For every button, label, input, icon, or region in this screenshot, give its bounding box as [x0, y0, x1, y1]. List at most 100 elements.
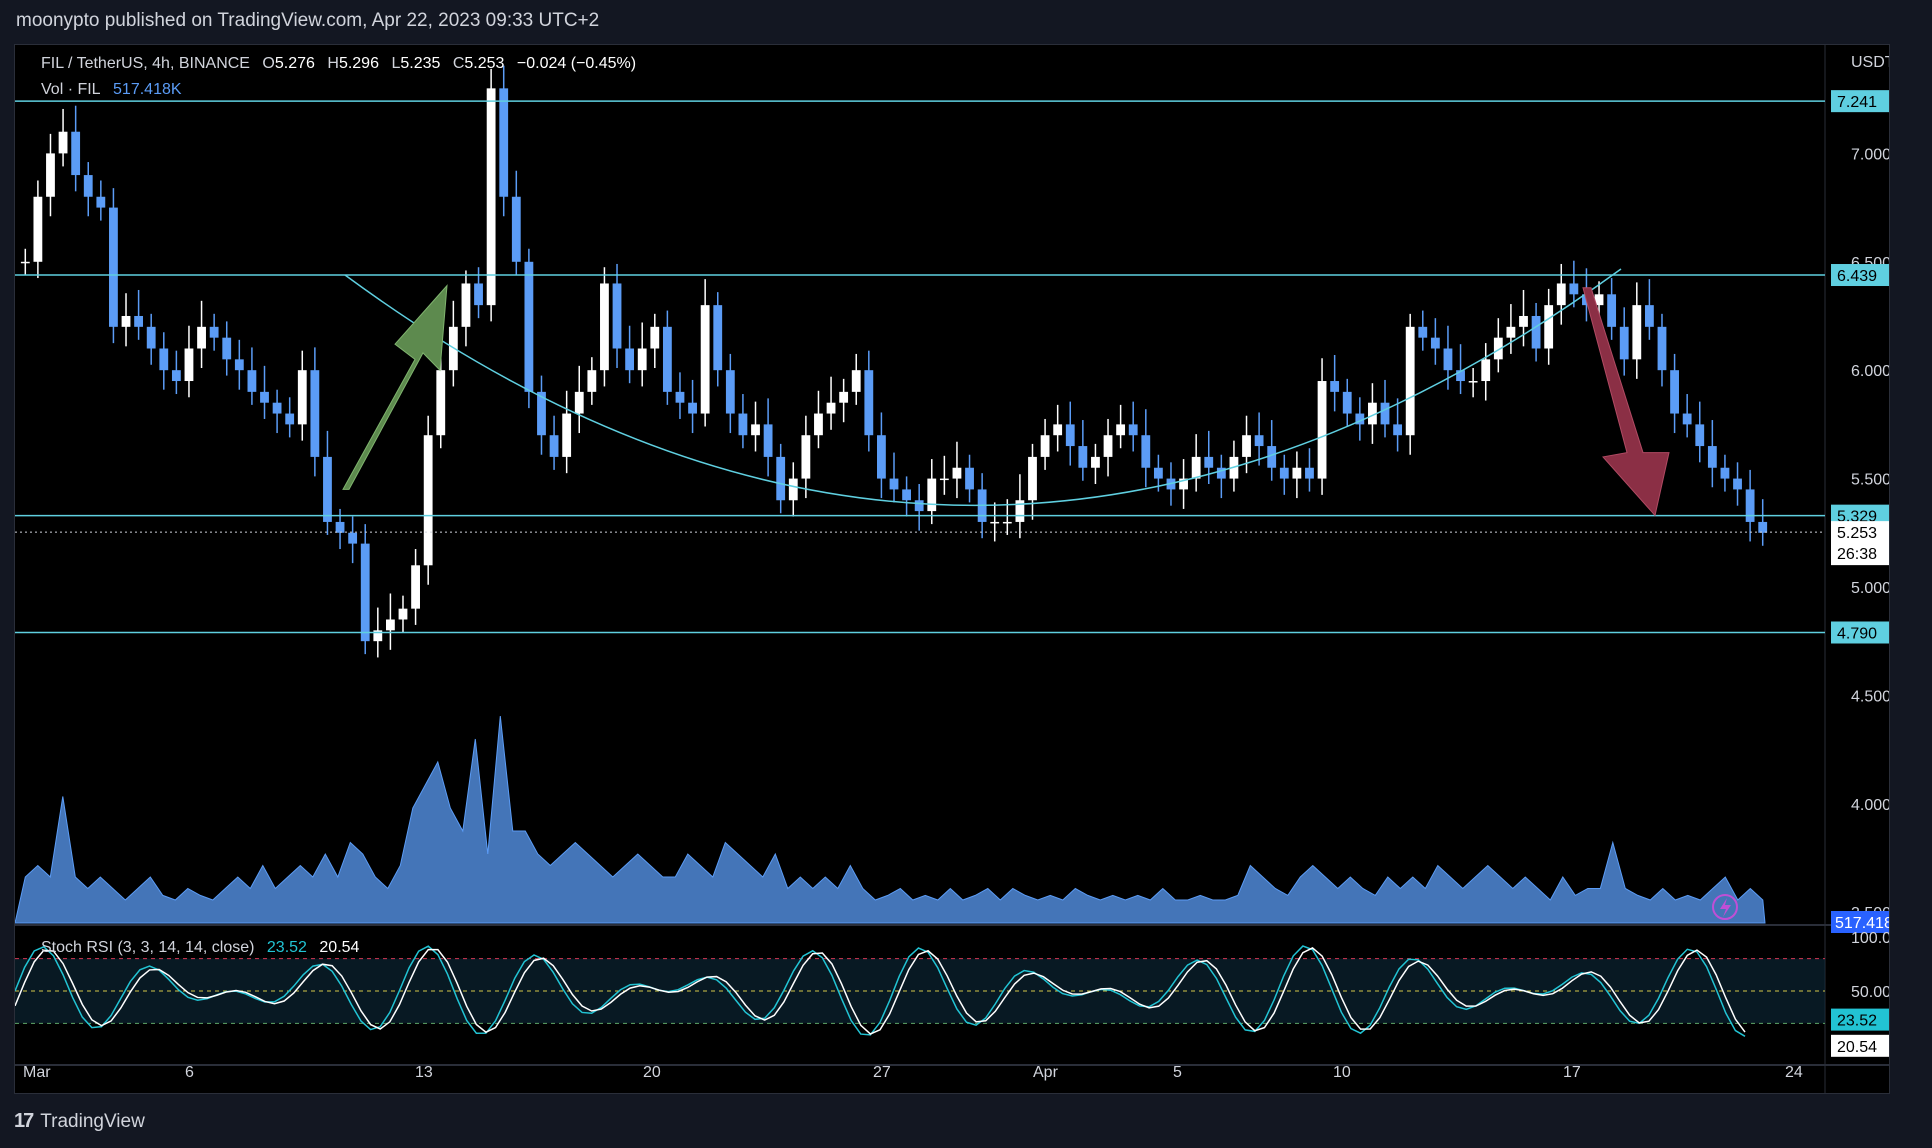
- candle-body: [71, 131, 81, 176]
- chart-canvas[interactable]: USDT7.0006.5006.0005.5005.0004.5004.0003…: [15, 45, 1889, 1093]
- candle-body: [612, 283, 622, 349]
- candle-body: [713, 305, 723, 371]
- tradingview-logo-icon: 17: [14, 1110, 34, 1132]
- candle-body: [1078, 446, 1088, 468]
- date-tick-label: 27: [873, 1064, 891, 1081]
- candle-body: [159, 348, 169, 371]
- candle-body: [877, 435, 886, 479]
- candle-body: [1053, 424, 1063, 436]
- volume-tag-label: 517.418K: [1835, 915, 1889, 932]
- candle-body: [587, 370, 597, 392]
- candle-body: [222, 337, 232, 360]
- stoch-label[interactable]: Stoch RSI (3, 3, 14, 14, close): [41, 939, 255, 956]
- candle-body: [411, 565, 420, 609]
- candle-body: [33, 196, 43, 262]
- candle-body: [1456, 370, 1465, 382]
- green-up-arrow-icon[interactable]: [342, 284, 448, 490]
- candle-body: [1292, 467, 1302, 479]
- change-value: −0.024 (−0.45%): [516, 55, 637, 72]
- candle-body: [1153, 467, 1163, 479]
- date-tick-label: 20: [643, 1064, 661, 1081]
- alert-lightning-icon[interactable]: [1712, 894, 1738, 920]
- level-tag-label: 7.241: [1837, 94, 1877, 111]
- candle-body: [1758, 521, 1768, 533]
- candle-body: [1002, 521, 1012, 524]
- candle-body: [1443, 348, 1453, 371]
- candle-body: [96, 196, 106, 208]
- candle-body: [814, 413, 823, 436]
- candle-body: [1657, 326, 1667, 371]
- candle-body: [1670, 370, 1679, 414]
- candle-body: [1317, 381, 1327, 479]
- candle-body: [234, 359, 244, 371]
- candle-body: [146, 326, 156, 349]
- current-price-tag: [1831, 521, 1889, 566]
- level-tag: [1831, 90, 1889, 113]
- high-value: 5.296: [338, 55, 379, 72]
- candle-body: [109, 207, 118, 327]
- candle-body: [461, 283, 471, 327]
- candle-body: [1405, 326, 1415, 436]
- candle-body: [1191, 456, 1201, 479]
- candle-body: [889, 478, 899, 490]
- date-tick-label: 10: [1333, 1064, 1351, 1081]
- candle-body: [1481, 359, 1491, 382]
- candle-body: [939, 478, 949, 481]
- candle-body: [914, 500, 924, 512]
- footer-brand[interactable]: 17 TradingView: [14, 1110, 145, 1133]
- candle-body: [1204, 456, 1214, 468]
- candle-body: [1355, 413, 1365, 425]
- candle-body: [1506, 326, 1516, 338]
- candle-body: [662, 326, 672, 392]
- volume-label[interactable]: Vol · FIL: [41, 81, 101, 98]
- price-axis-unit: USDT: [1851, 54, 1889, 71]
- candle-body: [826, 402, 836, 414]
- stoch-d-line: [15, 947, 1746, 1035]
- candle-body: [184, 348, 194, 382]
- candle-body: [549, 435, 559, 457]
- candle-body: [902, 489, 911, 501]
- candle-body: [776, 456, 786, 501]
- candle-body: [738, 413, 748, 436]
- candle-body: [1556, 283, 1566, 306]
- candle-body: [637, 348, 647, 371]
- volume-value: 517.418K: [113, 81, 182, 98]
- symbol-title[interactable]: FIL / TetherUS, 4h, BINANCE: [41, 55, 250, 72]
- price-tick-label: 5.500: [1851, 472, 1889, 489]
- candle-body: [1468, 381, 1478, 383]
- candle-body: [436, 370, 446, 436]
- candle-body: [688, 402, 697, 414]
- candle-body: [574, 391, 584, 414]
- rounding-arc[interactable]: [344, 268, 1622, 507]
- candle-body: [474, 283, 483, 306]
- candle-body: [1430, 337, 1440, 349]
- candle-body: [348, 532, 358, 544]
- chart-frame[interactable]: USDT7.0006.5006.0005.5005.0004.5004.0003…: [14, 44, 1890, 1094]
- candle-body: [385, 619, 395, 631]
- price-tick-label: 7.000: [1851, 146, 1889, 163]
- stoch-tick-label: 100.00: [1851, 930, 1889, 947]
- candle-body: [323, 456, 332, 522]
- candle-body: [965, 467, 974, 490]
- level-tag: [1831, 621, 1889, 644]
- price-tick-label: 5.000: [1851, 580, 1889, 597]
- candle-body: [839, 391, 849, 403]
- red-down-arrow-icon[interactable]: [1582, 287, 1670, 517]
- candle-body: [511, 196, 521, 262]
- volume-legend: Vol · FIL 517.418K: [41, 81, 190, 99]
- candle-body: [1720, 467, 1730, 479]
- candle-body: [310, 370, 320, 457]
- candle-body: [650, 326, 660, 349]
- candle-body: [46, 153, 55, 197]
- stoch-k-line: [15, 945, 1746, 1037]
- candle-body: [1179, 478, 1188, 490]
- candle-body: [1569, 283, 1579, 295]
- current-price-label: 5.253: [1837, 525, 1877, 542]
- candle-body: [1141, 435, 1151, 468]
- open-label: O: [262, 55, 275, 72]
- candle-body: [398, 608, 408, 620]
- candle-body: [851, 370, 861, 392]
- candle-body: [486, 88, 496, 306]
- price-tick-label: 6.000: [1851, 363, 1889, 380]
- candle-body: [625, 348, 635, 371]
